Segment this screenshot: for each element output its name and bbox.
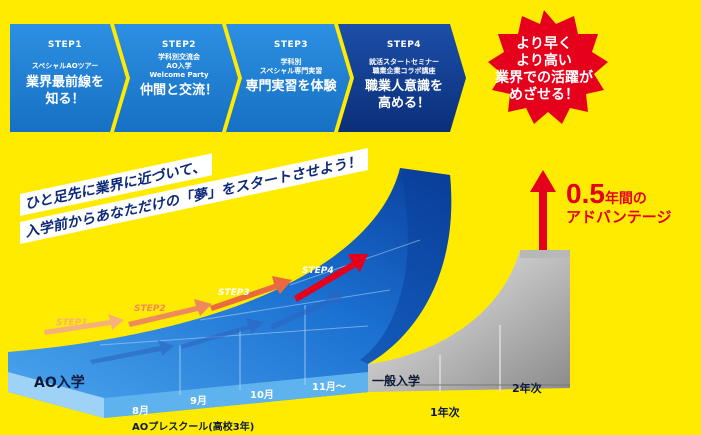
badge: より早く より高い 業界での活躍が めざせる！ [487,12,601,126]
step4-sub-0: 就活スタートセミナー [369,58,439,66]
step3-label: STEP3 [273,40,309,50]
ramp-arrow-step1 [44,314,124,335]
step2-label: STEP2 [161,40,197,50]
step3-main-0: 専門実習を体験 [245,79,337,94]
step4-main-1: 高める！ [377,96,430,111]
ramp-arrow-step3 [210,276,292,311]
badge-burst [488,10,608,124]
ao-ramp-front [8,372,104,418]
general-admission-label: 一般入学 [372,374,421,388]
step3-sub-1: スペシャル専門実習 [259,67,323,75]
ao-admission-label: AO入学 [34,375,85,391]
general-admission-top [520,250,570,258]
ramp-arrow-step4 [294,254,368,302]
ramp-step3-label: STEP3 [218,288,250,298]
step3-text: STEP3 学科別 スペシャル専門実習 専門実習を体験 [240,40,342,95]
advantage-arrow-head [530,170,556,192]
step3-chevron [226,24,350,132]
badge-line-0: より早く [516,36,572,52]
ao-ramp-top [360,168,452,364]
step1-text: STEP1 スペシャルAOツアー 業界最前線を 知る！ [14,40,116,108]
month-oct: 10月 [250,390,274,401]
badge-line-3: めざせる！ [509,87,579,103]
pre-school-label: AOプレスクール(高校3年) [132,422,255,433]
step4-chevron [338,24,466,132]
advantage-label: アドバンテージ [566,208,672,226]
step1-main-1: 知る！ [45,92,85,107]
step1-main-0: 業界最前線を [25,75,104,90]
advantage-text: 0.5年間の アドバンテージ [566,178,671,227]
ramp-step4-label: STEP4 [302,266,334,276]
step4-sub-1: 職業企業コラボ講座 [372,67,436,75]
ramp-step1-label: STEP1 [56,318,88,328]
general-admission-block [368,250,570,392]
step2-sub-1: AO入学 [166,62,192,70]
ramp-arrow-step2 [128,299,212,327]
ramp-step2-label: STEP2 [134,304,166,314]
step2-main-0: 仲間と交流！ [139,83,218,98]
step2-chevron [114,24,238,132]
step4-label: STEP4 [386,40,422,50]
step4-text: STEP4 就活スタートセミナー 職業企業コラボ講座 職業人意識を 高める！ [350,40,458,112]
month-aug: 8月 [132,406,149,417]
badge-line-1: より高い [516,53,572,69]
advantage-arrow-shaft [539,190,547,250]
step4-main-0: 職業人意識を [364,79,443,94]
step2-sub-2: Welcome Party [149,71,209,79]
step2-text: STEP2 学科別交流会 AO入学 Welcome Party 仲間と交流！ [128,40,230,99]
step2-sub-0: 学科別交流会 [158,53,200,61]
advantage-number: 0.5 [566,178,605,209]
step1-label: STEP1 [47,40,83,50]
year-first: 1年次 [430,406,460,419]
badge-line-2: 業界での活躍が [495,70,593,86]
advantage-unit: 年間の [604,191,647,207]
year-second: 2年次 [512,382,542,395]
step3-sub-0: 学科別 [280,58,302,66]
month-nov: 11月〜 [312,382,346,393]
step1-sub-0: スペシャルAOツアー [31,62,99,70]
month-sep: 9月 [190,396,207,407]
step1-chevron [10,24,126,132]
